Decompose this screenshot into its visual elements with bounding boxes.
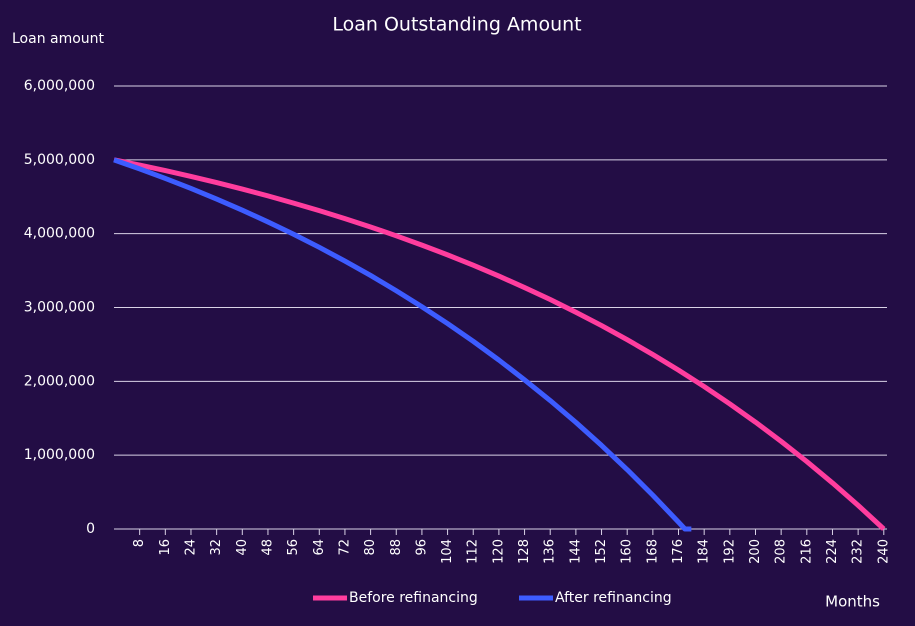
x-tick-label: 96 <box>414 539 429 556</box>
x-tick-label: 200 <box>748 539 763 564</box>
x-tick-label: 48 <box>260 539 275 556</box>
x-tick-label: 112 <box>466 539 481 564</box>
y-axis-label: Loan amount <box>12 31 105 47</box>
y-tick-label: 4,000,000 <box>24 226 95 242</box>
y-tick-label: 3,000,000 <box>24 300 95 316</box>
y-tick-label: 6,000,000 <box>24 78 95 94</box>
y-tick-label: 5,000,000 <box>24 152 95 168</box>
x-tick-label: 64 <box>312 539 327 556</box>
x-tick-label: 88 <box>389 539 404 556</box>
legend-label: Before refinancing <box>349 590 478 606</box>
x-tick-label: 56 <box>286 539 301 556</box>
x-tick-label: 144 <box>568 539 583 564</box>
y-tick-label: 1,000,000 <box>24 447 95 463</box>
series-line <box>113 157 886 531</box>
x-tick-label: 32 <box>209 539 224 556</box>
series-line <box>113 157 692 532</box>
x-tick-label: 40 <box>235 539 250 556</box>
x-tick-label: 72 <box>337 539 352 556</box>
y-tick-label: 2,000,000 <box>24 373 95 389</box>
x-tick-label: 192 <box>722 539 737 564</box>
x-tick-label: 184 <box>697 539 712 564</box>
x-tick-label: 120 <box>491 539 506 564</box>
x-tick-label: 104 <box>440 539 455 564</box>
chart-title: Loan Outstanding Amount <box>332 14 581 36</box>
x-tick-label: 160 <box>620 539 635 564</box>
x-tick-label: 168 <box>645 539 660 564</box>
x-tick-label: 240 <box>876 539 891 564</box>
x-tick-label: 176 <box>671 539 686 564</box>
x-tick-label: 232 <box>851 539 866 564</box>
x-tick-label: 152 <box>594 539 609 564</box>
x-tick-label: 128 <box>517 539 532 564</box>
legend-label: After refinancing <box>555 590 672 606</box>
x-tick-label: 80 <box>363 539 378 556</box>
x-axis-label: Months <box>825 593 880 611</box>
x-tick-label: 8 <box>132 539 147 547</box>
x-tick-label: 216 <box>799 539 814 564</box>
x-tick-label: 24 <box>183 539 198 556</box>
x-tick-label: 224 <box>825 539 840 564</box>
x-tick-label: 136 <box>543 539 558 564</box>
y-tick-label: 0 <box>86 521 95 537</box>
x-tick-label: 208 <box>774 539 789 564</box>
x-tick-label: 16 <box>158 539 173 556</box>
